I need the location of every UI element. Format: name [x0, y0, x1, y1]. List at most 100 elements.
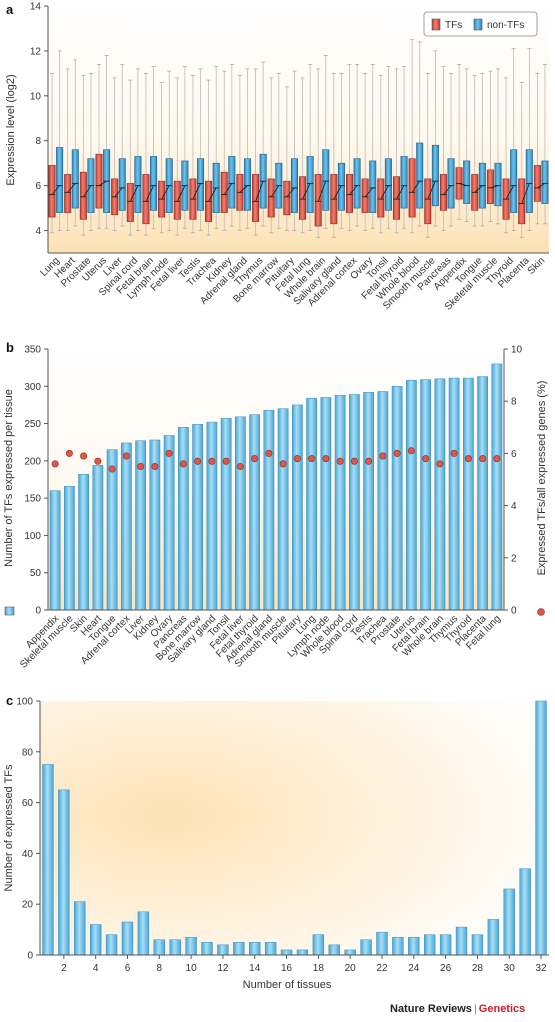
bar-appendix [49, 490, 61, 611]
median-link [208, 187, 217, 202]
box-non-tfs-smooth-muscle [431, 50, 439, 227]
box-non-tfs-kidney [228, 63, 236, 227]
bar-22-tissues [376, 931, 388, 956]
box-non-tfs-spinal-cord [134, 68, 142, 231]
bar-5-tissues [105, 934, 118, 956]
x-tick-label: 28 [472, 963, 484, 974]
bar-whole-blood [334, 394, 346, 611]
legend-swatch-tfs [431, 18, 441, 31]
median-link [505, 185, 515, 200]
y-tick-label: 100 [16, 697, 33, 708]
bar-21-tissues [360, 939, 372, 956]
bar-30-tissues [503, 888, 515, 956]
dot-fetal-thyroid [251, 455, 259, 463]
box-non-tfs-skin [541, 63, 549, 225]
box-tfs-pancreas [439, 66, 447, 231]
x-tick-label: 8 [157, 963, 163, 974]
box-iqr [447, 158, 455, 209]
dot-kidney [151, 462, 159, 470]
median-link [333, 185, 342, 200]
y-tick-label: 40 [22, 849, 34, 860]
y-tick-label: 12 [30, 46, 42, 57]
journal-footer: Nature Reviews | Genetics [390, 1003, 525, 1015]
bar-fetal-brain [420, 379, 431, 611]
journal-section: Genetics [478, 1003, 526, 1015]
box-iqr [518, 178, 526, 225]
bar-pituitary [292, 404, 303, 611]
y-tick-label: 250 [24, 419, 41, 430]
bar-9-tissues [169, 939, 181, 956]
bar-thyroid [463, 377, 474, 611]
box-iqr [71, 149, 79, 209]
median-link [317, 180, 327, 202]
box-tfs-pituitary [283, 86, 291, 231]
box-tfs-trachea [205, 79, 213, 236]
box-non-tfs-pancreas [447, 72, 455, 227]
bar-trachea [377, 391, 389, 611]
box-iqr [150, 156, 158, 211]
y-tick-label: 60 [22, 798, 34, 809]
box-non-tfs-placenta [525, 48, 533, 231]
bar-7-tissues [137, 911, 150, 956]
y-tick-label: 80 [22, 747, 34, 758]
bar-19-tissues [328, 944, 340, 956]
box-non-tfs-whole-blood [416, 41, 424, 227]
dot-ovary [165, 449, 173, 457]
bar-placenta [477, 376, 488, 611]
box-tfs-spinal-cord [126, 79, 134, 236]
median-link [67, 183, 76, 193]
median-link [396, 185, 405, 200]
box-tfs-placenta [518, 81, 526, 238]
bar-smooth-muscle [277, 408, 289, 611]
dot-testis [365, 457, 373, 465]
journal-brand: Nature Reviews [390, 1003, 472, 1015]
box-iqr [118, 158, 126, 211]
median-link [364, 187, 374, 198]
bar-26-tissues [439, 934, 452, 956]
bar-uterus [406, 380, 417, 611]
box-non-tfs-adrenal-gland [244, 68, 252, 229]
bar-32-tissues [535, 700, 547, 956]
box-iqr [197, 158, 205, 211]
median-link [192, 183, 201, 200]
box-iqr [290, 158, 298, 213]
dot-thymus [450, 449, 458, 457]
y2-tick-label: 4 [511, 501, 517, 512]
y-tick-label: 100 [24, 531, 41, 542]
box-iqr [322, 149, 330, 211]
bar-3-tissues [74, 901, 86, 956]
box-iqr [252, 174, 260, 222]
box-iqr [525, 149, 533, 213]
box-non-tfs-fetal-brain [150, 66, 158, 229]
bar-bone-marrow [192, 424, 203, 611]
box-iqr [306, 156, 314, 213]
median-link [255, 180, 264, 202]
box-iqr [283, 180, 291, 216]
box-iqr [510, 149, 518, 213]
bar-tongue [106, 449, 118, 611]
bar-2-tissues [58, 789, 70, 956]
box-tfs-lung [48, 72, 56, 234]
dot-lymph-node [322, 455, 330, 463]
panel-a-background [48, 6, 549, 253]
box-iqr [408, 158, 416, 218]
panel-c-x-axis-label: Number of tissues [243, 979, 332, 991]
median-link [161, 185, 170, 200]
bar-thymus [448, 377, 460, 611]
y-tick-label: 14 [30, 2, 42, 13]
box-tfs-lymph-node [158, 81, 166, 234]
x-tick-label: 30 [504, 963, 516, 974]
box-iqr [56, 147, 64, 213]
bar-adrenal-gland [263, 409, 275, 611]
x-tick-label: 20 [345, 963, 357, 974]
bar-11-tissues [201, 942, 213, 956]
box-non-tfs-salivary-gland [337, 72, 345, 229]
y-tick-label: 6 [35, 181, 41, 192]
bar-10-tissues [185, 936, 197, 956]
median-link [537, 183, 546, 189]
box-iqr [377, 178, 385, 218]
bar-18-tissues [312, 934, 325, 956]
